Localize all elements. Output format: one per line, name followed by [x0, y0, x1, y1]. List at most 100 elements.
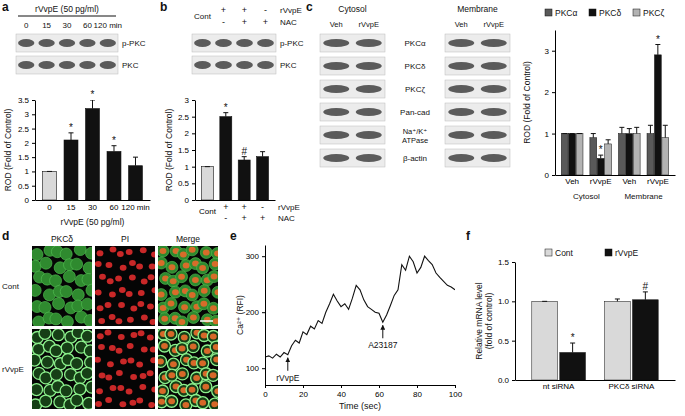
nucleus	[117, 251, 124, 257]
legend: PKCαPKCδPKCζ	[545, 8, 664, 18]
significance: *	[224, 102, 228, 113]
blot-background	[16, 56, 118, 74]
nucleus	[199, 400, 206, 406]
blot-band	[448, 85, 474, 93]
group-label: Cytosol	[573, 192, 600, 201]
cell-stain	[72, 289, 84, 301]
nucleus	[150, 357, 155, 363]
nucleus	[105, 374, 112, 380]
tick: 2	[185, 129, 195, 138]
cell-stain	[60, 286, 72, 298]
blot-background	[445, 149, 510, 167]
tick-label: 1.5	[498, 258, 510, 267]
nucleus	[179, 346, 186, 352]
nucleus	[201, 288, 208, 294]
tick: PKCδ siRNA	[608, 380, 654, 391]
axis-line	[195, 101, 196, 201]
nucleus	[98, 318, 105, 324]
blot-band	[257, 39, 274, 47]
cell-stain	[158, 246, 169, 257]
nucleus	[150, 346, 155, 352]
blot-band	[257, 61, 274, 69]
tick: 0.0	[498, 376, 515, 385]
nucleus	[109, 345, 116, 351]
fraction-label: Cytosol	[338, 4, 366, 14]
bar	[590, 138, 597, 175]
tick-mark	[32, 100, 35, 101]
tick-mark	[32, 171, 35, 172]
nucleus	[178, 274, 185, 280]
error-cap	[577, 133, 582, 134]
nucleus	[116, 370, 123, 376]
band-label: Pan-cad	[400, 108, 430, 117]
plot-marks	[532, 292, 658, 380]
blot-band	[59, 61, 75, 69]
error-cap	[205, 166, 210, 167]
nucleus	[170, 361, 177, 367]
blot-background	[445, 57, 510, 75]
nucleus	[128, 358, 135, 364]
nucleus	[105, 330, 112, 336]
tick-mark	[32, 200, 35, 201]
cell-stain	[176, 271, 188, 283]
cell-stain	[187, 341, 199, 353]
y-axis: 00.511.522.533.5	[18, 96, 36, 205]
condition-name: rVvpE	[278, 203, 300, 212]
nucleus	[140, 247, 147, 253]
y-axis: 00.511.522.53	[178, 96, 196, 205]
y-axis: 0.00.51.01.5	[498, 258, 516, 385]
blot-background	[320, 103, 385, 121]
cell-stain	[158, 289, 167, 301]
tick: 3	[545, 47, 555, 56]
nucleus	[149, 263, 155, 269]
cell-stain	[165, 298, 177, 310]
error-bar	[665, 125, 666, 137]
tick-label: 0	[25, 196, 30, 205]
tick-mark	[303, 385, 304, 388]
nucleus	[127, 317, 134, 323]
error-bar	[135, 157, 136, 166]
blot-band	[59, 39, 75, 47]
bar	[632, 300, 658, 380]
tick-label: 100	[449, 390, 463, 399]
blot-background	[445, 34, 510, 52]
nucleus	[120, 265, 127, 271]
error-bar	[621, 127, 622, 133]
line	[265, 256, 455, 358]
blot-band	[448, 131, 474, 139]
blot-band	[448, 108, 474, 116]
error-cap	[634, 127, 639, 128]
micrograph-background	[158, 246, 218, 326]
nucleus	[204, 348, 211, 354]
error-bar	[608, 140, 609, 144]
nucleus	[210, 372, 217, 378]
lane-label: 120 min	[94, 21, 122, 30]
cell-stain	[50, 313, 62, 325]
cell-stain	[32, 384, 43, 396]
tick-label: Veh	[565, 177, 579, 186]
tick-label: 100	[246, 364, 260, 373]
y-axis: 100200300	[246, 246, 266, 386]
tick-mark	[192, 167, 195, 168]
nucleus	[117, 385, 124, 391]
tick-label: 1.5	[18, 153, 30, 162]
tick-label: 60	[110, 203, 119, 212]
blot	[445, 126, 510, 144]
tick-label: rVvpE	[590, 177, 612, 186]
tick-mark	[512, 262, 515, 263]
error-bar	[262, 152, 263, 157]
blot-band	[323, 39, 349, 47]
tick-label: 0	[263, 390, 268, 399]
tick-label: PKCδ siRNA	[608, 382, 654, 391]
tick-label: 1	[25, 167, 30, 176]
tick-mark	[552, 134, 555, 135]
annotation: rVvpE	[276, 373, 299, 383]
cell-stain	[158, 385, 169, 397]
nucleus	[129, 260, 136, 266]
cell-stain	[200, 381, 212, 393]
nucleus	[126, 249, 133, 255]
cell-stain	[200, 247, 212, 259]
nucleus	[158, 399, 165, 405]
y-axis-title: (fold of control)	[484, 292, 494, 349]
nucleus	[138, 330, 145, 336]
